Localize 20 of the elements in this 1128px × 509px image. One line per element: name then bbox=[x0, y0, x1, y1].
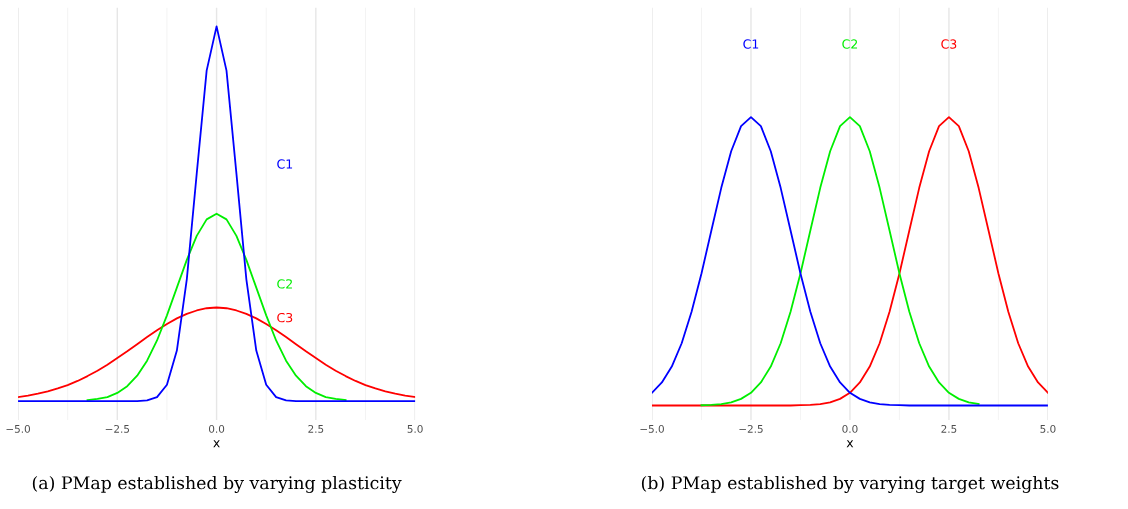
text: (a) PMap established by varying plasticity bbox=[32, 475, 402, 493]
series-label: C2 bbox=[277, 279, 292, 289]
text: C1 bbox=[743, 39, 759, 49]
x-tick-label: 5.0 bbox=[407, 424, 423, 433]
series-label: C3 bbox=[277, 312, 293, 323]
x-tick-label: −2.5 bbox=[739, 424, 763, 433]
x-tick-label: 2.5 bbox=[308, 424, 324, 433]
text: (b) PMap established by varying target weights bbox=[641, 475, 1059, 493]
text: C3 bbox=[941, 39, 957, 49]
x-tick-label: 0.0 bbox=[208, 424, 225, 433]
x-tick-label: 5.0 bbox=[1040, 424, 1056, 433]
x-axis-title: x bbox=[213, 440, 220, 448]
text: C2 bbox=[842, 39, 858, 49]
x-tick-label: 0.0 bbox=[842, 424, 858, 433]
text: C1 bbox=[277, 159, 293, 169]
x-axis-title: x bbox=[846, 440, 854, 448]
x-tick-label: −2.5 bbox=[105, 424, 130, 433]
x-tick-label: −5.0 bbox=[640, 424, 664, 433]
x-tick-label: −5.0 bbox=[6, 424, 30, 433]
x-tick-label: 2.5 bbox=[941, 424, 957, 433]
